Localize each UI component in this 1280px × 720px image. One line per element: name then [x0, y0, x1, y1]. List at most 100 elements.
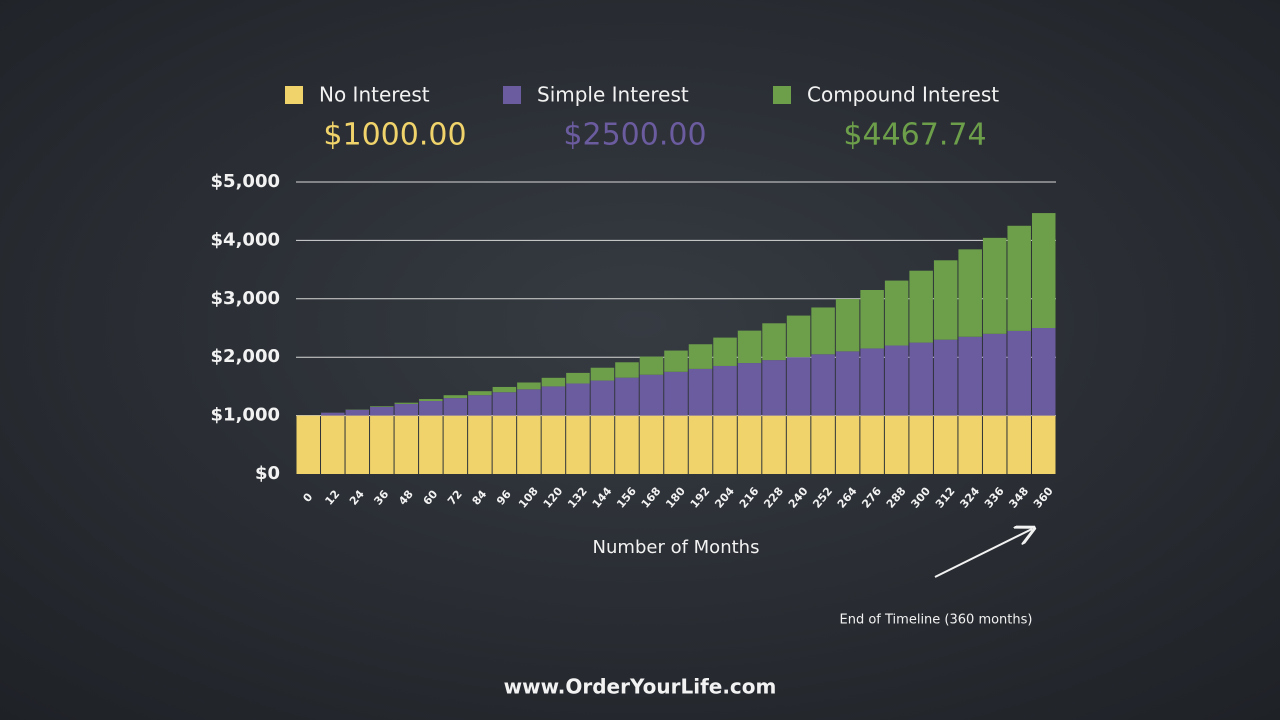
bar-segment — [541, 415, 566, 474]
bar-segment — [468, 395, 492, 416]
y-tick-label: $4,000 — [211, 229, 280, 250]
bar-segment — [688, 415, 713, 474]
bar-segment — [982, 333, 1007, 416]
bar-segment — [296, 415, 321, 474]
bar-segment — [492, 386, 517, 393]
bar-segment — [884, 415, 909, 474]
bar-segment — [419, 399, 443, 401]
y-tick-label: $3,000 — [211, 288, 280, 309]
bar-segment — [958, 249, 982, 337]
bar-segment — [639, 374, 664, 416]
bar-segment — [958, 336, 982, 416]
bar-segment — [443, 395, 468, 399]
legend-swatch — [503, 86, 521, 104]
bar-segment — [737, 363, 762, 416]
y-tick-label: $0 — [255, 463, 280, 484]
bar-segment — [370, 406, 394, 416]
bar-segment — [1007, 330, 1031, 416]
bar-segment — [786, 315, 811, 358]
bar-segment — [345, 415, 370, 474]
annotation-arrow — [934, 529, 1032, 578]
bar-segment — [811, 354, 835, 416]
bar-segment — [443, 398, 468, 416]
legend-swatch — [285, 86, 303, 104]
bar-segment — [566, 383, 590, 416]
legend-label: Compound Interest — [807, 83, 999, 107]
bar-segment — [492, 392, 517, 416]
bar-segment — [590, 380, 615, 416]
bar-segment — [664, 350, 688, 372]
bar-segment — [786, 415, 811, 474]
bar-segment — [835, 351, 860, 416]
bar-segment — [394, 415, 419, 474]
bar-segment — [1007, 415, 1031, 474]
bar-segment — [737, 415, 762, 474]
bar-segment — [541, 386, 566, 416]
bar-segment — [370, 415, 394, 474]
bar-segment — [468, 391, 492, 396]
bar-segment — [419, 401, 443, 416]
bar-segment — [345, 409, 370, 416]
bar-segment — [713, 337, 737, 366]
y-tick-label: $2,000 — [211, 346, 280, 367]
footer: www.OrderYourLife.com — [504, 675, 777, 699]
bar-segment — [688, 344, 713, 369]
y-tick-label: $5,000 — [211, 171, 280, 192]
bar-segment — [639, 415, 664, 474]
bar-segment — [664, 371, 688, 416]
bar-segment — [1031, 213, 1056, 328]
bar-segment — [419, 415, 443, 474]
bar-segment — [835, 415, 860, 474]
bar-segment — [443, 415, 468, 474]
series-total: $1000.00 — [323, 118, 466, 153]
bar-segment — [933, 339, 958, 416]
bar-segment — [615, 377, 639, 416]
bar-segment — [835, 298, 860, 352]
bar-segment — [713, 365, 737, 416]
bar-segment — [713, 415, 737, 474]
legend-label: Simple Interest — [537, 83, 689, 107]
bar-segment — [615, 415, 639, 474]
bar-segment — [958, 415, 982, 474]
bar-segment — [590, 415, 615, 474]
bar-segment — [762, 360, 786, 416]
bar-segment — [370, 406, 394, 407]
series-total: $4467.74 — [843, 118, 986, 153]
bar-segment — [762, 415, 786, 474]
bar-segment — [884, 280, 909, 346]
bar-segment — [860, 290, 884, 349]
bar-segment — [1007, 225, 1031, 331]
bar-segment — [321, 412, 345, 416]
bar-segment — [860, 348, 884, 416]
y-tick-label: $1,000 — [211, 405, 280, 426]
bar-segment — [566, 415, 590, 474]
bar-segment — [982, 415, 1007, 474]
bar-segment — [909, 342, 933, 416]
legend-label: No Interest — [319, 83, 430, 107]
bar-segment — [394, 403, 419, 416]
bar-segment — [639, 356, 664, 375]
bar-segment — [811, 415, 835, 474]
bar-segment — [517, 415, 541, 474]
bar-segment — [933, 260, 958, 340]
bar-segment — [615, 362, 639, 378]
bar-segment — [688, 368, 713, 416]
bar-segment — [590, 367, 615, 381]
bar-segment — [909, 270, 933, 343]
bar-segment — [982, 237, 1007, 334]
bar-segment — [566, 372, 590, 384]
bar-segment — [492, 415, 517, 474]
bar-segment — [1031, 415, 1056, 474]
series-total: $2500.00 — [563, 118, 706, 153]
legend-swatch — [773, 86, 791, 104]
bar-segment — [1031, 328, 1056, 416]
bar-segment — [933, 415, 958, 474]
bar-segment — [909, 415, 933, 474]
bar-segment — [860, 415, 884, 474]
bar-segment — [884, 345, 909, 416]
bar-segment — [517, 382, 541, 390]
bar-segment — [811, 307, 835, 355]
bar-segment — [517, 389, 541, 416]
bar-segment — [321, 415, 345, 474]
